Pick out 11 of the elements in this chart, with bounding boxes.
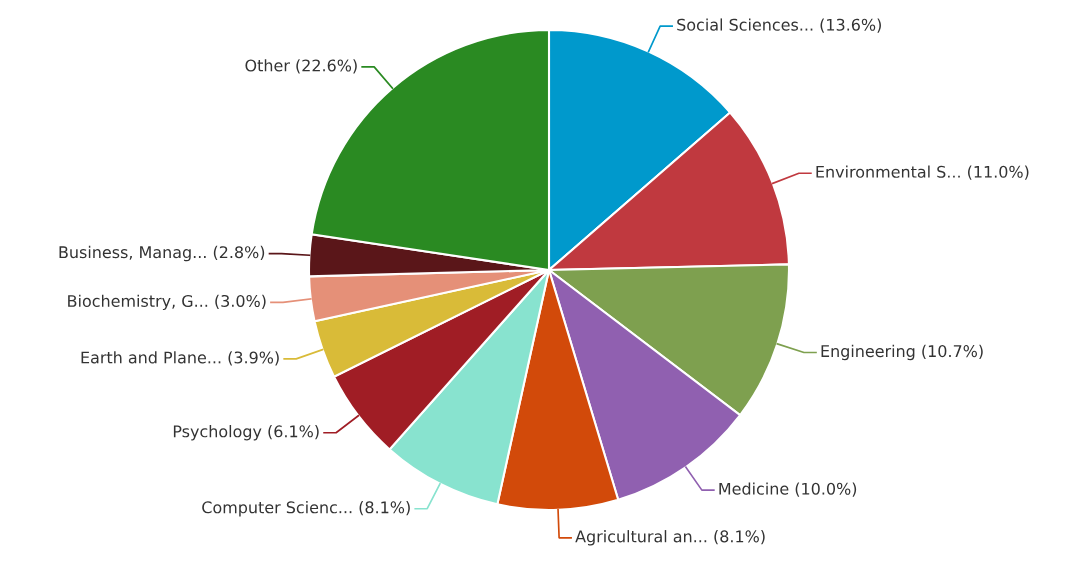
slice-label: Other (22.6%): [245, 59, 357, 74]
slice-label: Computer Scienc... (8.1%): [202, 501, 410, 517]
slice-label: Engineering (10.7%): [821, 344, 983, 361]
slice-label: Medicine (10.0%): [719, 482, 857, 497]
slice-label: Earth and Plane... (3.9%): [81, 351, 279, 366]
slice-label: Social Sciences... (13.6%): [677, 18, 881, 33]
slice-label: Psychology (6.1%): [173, 425, 319, 441]
slice-label: Environmental S... (11.0%): [816, 165, 1029, 180]
slice-label: Agricultural an... (8.1%): [575, 530, 765, 546]
slice-label: Business, Manag... (2.8%): [59, 245, 265, 262]
slice-label: Biochemistry, G... (3.0%): [68, 294, 266, 311]
